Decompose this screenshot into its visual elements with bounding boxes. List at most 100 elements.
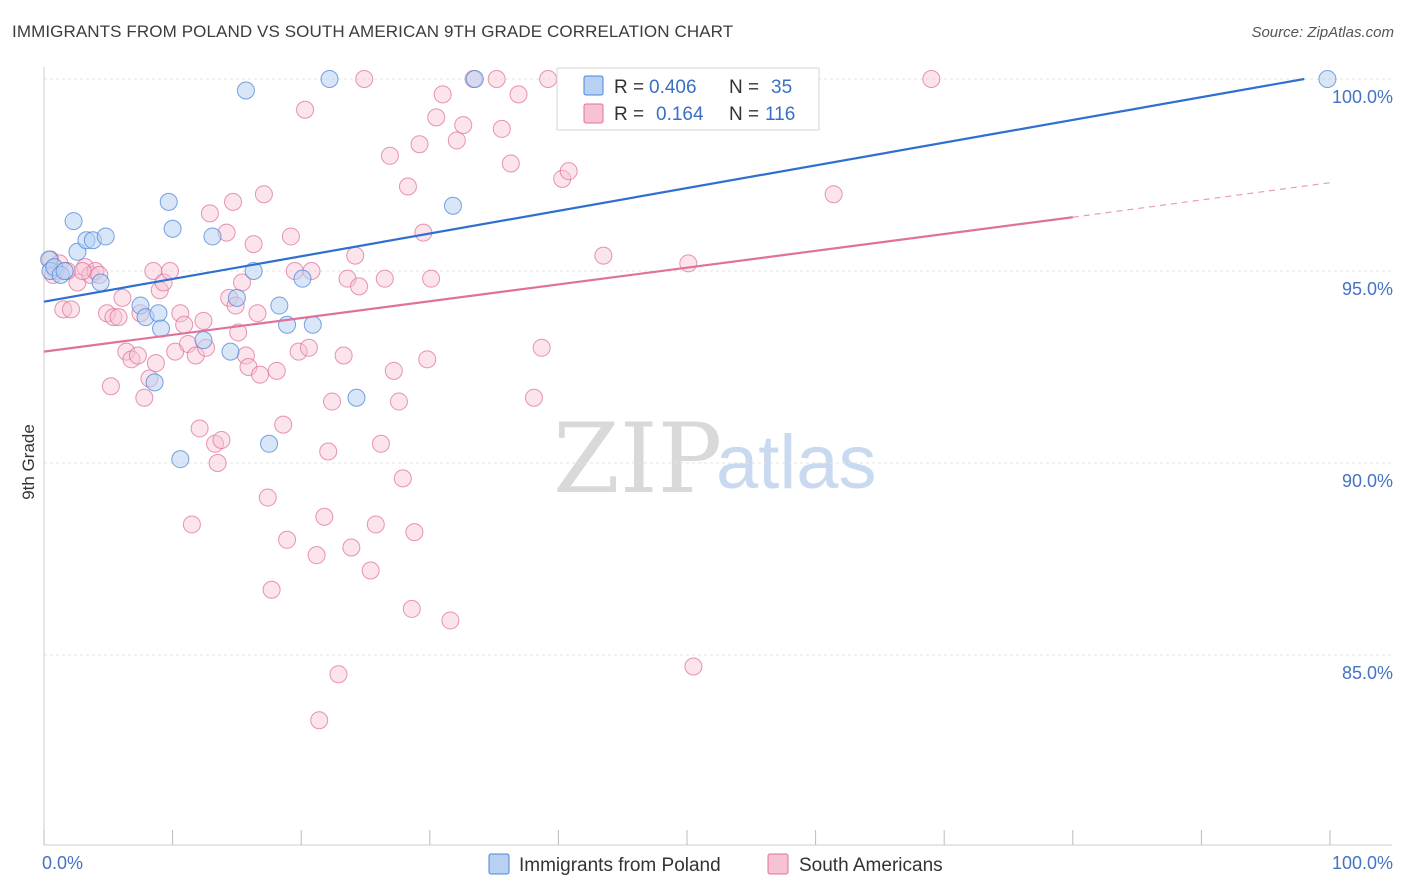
data-point [293,269,312,288]
data-point [224,192,243,211]
legend-r-value-1: 0.406 [649,77,697,98]
data-point [384,361,403,380]
data-point [310,711,329,730]
data-point [307,546,326,565]
data-point [251,365,270,384]
data-point [186,346,205,365]
data-point [427,108,446,127]
data-point [135,388,154,407]
data-point [922,70,941,88]
data-point [319,442,338,461]
axes [43,67,1392,846]
watermark: ZIP atlas [553,403,877,515]
data-point [244,235,263,254]
data-point [104,308,123,327]
y-tick-label: 90.0% [1342,471,1393,491]
data-point [303,315,322,334]
data-point [149,304,168,323]
data-point [62,300,81,319]
data-point [342,538,361,557]
x-tick-label: 0.0% [42,853,83,873]
trend-lines [43,77,1331,353]
data-point [334,346,353,365]
data-point [212,430,231,449]
data-point [244,262,263,280]
data-point [289,342,308,361]
data-point [109,308,128,327]
data-point [433,85,452,104]
series-legend-swatch-south-americans [767,853,789,875]
data-point [161,262,180,280]
data-point [329,665,348,684]
y-tick-label: 95.0% [1342,279,1393,299]
data-point [320,70,339,88]
data-point [248,304,267,323]
data-point [509,85,528,104]
data-point [594,246,613,265]
series-legend: Immigrants from Poland South Americans [488,853,943,876]
data-point [260,434,279,453]
data-point [350,277,369,296]
data-point [366,515,385,534]
legend-swatch-blue [583,75,604,96]
data-point [171,450,190,469]
data-point [323,392,342,411]
series-legend-south-americans: South Americans [799,855,943,876]
data-point [281,227,300,246]
y-tick-labels: 85.0% 90.0% 95.0% 100.0% [1332,87,1393,683]
data-point [163,219,182,238]
legend-swatch-pink [583,103,604,124]
x-tick-label: 100.0% [1332,853,1393,873]
series-legend-swatch-poland [488,853,510,875]
data-point [146,354,165,373]
data-point [361,561,380,580]
watermark-zip: ZIP [553,403,722,515]
data-point [346,246,365,265]
data-point [380,146,399,165]
data-point [1318,70,1337,88]
data-point [422,269,441,288]
data-point [402,599,421,618]
series-legend-poland: Immigrants from Poland [519,855,721,876]
data-point [371,434,390,453]
data-point [145,373,164,392]
data-point [113,288,132,307]
legend-n-value-2: 116 [765,104,795,125]
data-point [91,273,110,292]
source-credit: Source: ZipAtlas.com [1251,24,1394,41]
data-point [553,169,572,188]
data-point [315,507,334,526]
legend-n-value-1: 35 [771,77,792,98]
data-point [190,419,209,438]
data-point [101,377,120,396]
data-point [532,338,551,357]
data-point [389,392,408,411]
data-point [262,580,281,599]
data-point [418,350,437,369]
data-point [501,154,520,173]
data-point [171,304,190,323]
data-point [194,331,213,350]
trend-line-poland [43,77,1305,303]
data-point [487,70,506,88]
data-point [492,119,511,138]
data-point [441,611,460,630]
data-point [229,323,248,342]
chart-title: IMMIGRANTS FROM POLAND VS SOUTH AMERICAN… [12,22,734,41]
data-point [194,311,213,330]
data-point [96,227,115,246]
data-point [55,262,74,280]
data-point [465,70,484,88]
data-point [824,185,843,204]
poland-points [40,70,1337,469]
data-point [227,288,246,307]
data-point [278,530,297,549]
legend-r-label-2: R = [614,104,644,125]
data-point [221,342,240,361]
data-point [684,657,703,676]
data-point [524,388,543,407]
data-point [267,361,286,380]
data-point [443,196,462,215]
trend-line-south-americans-extension [1072,182,1331,218]
